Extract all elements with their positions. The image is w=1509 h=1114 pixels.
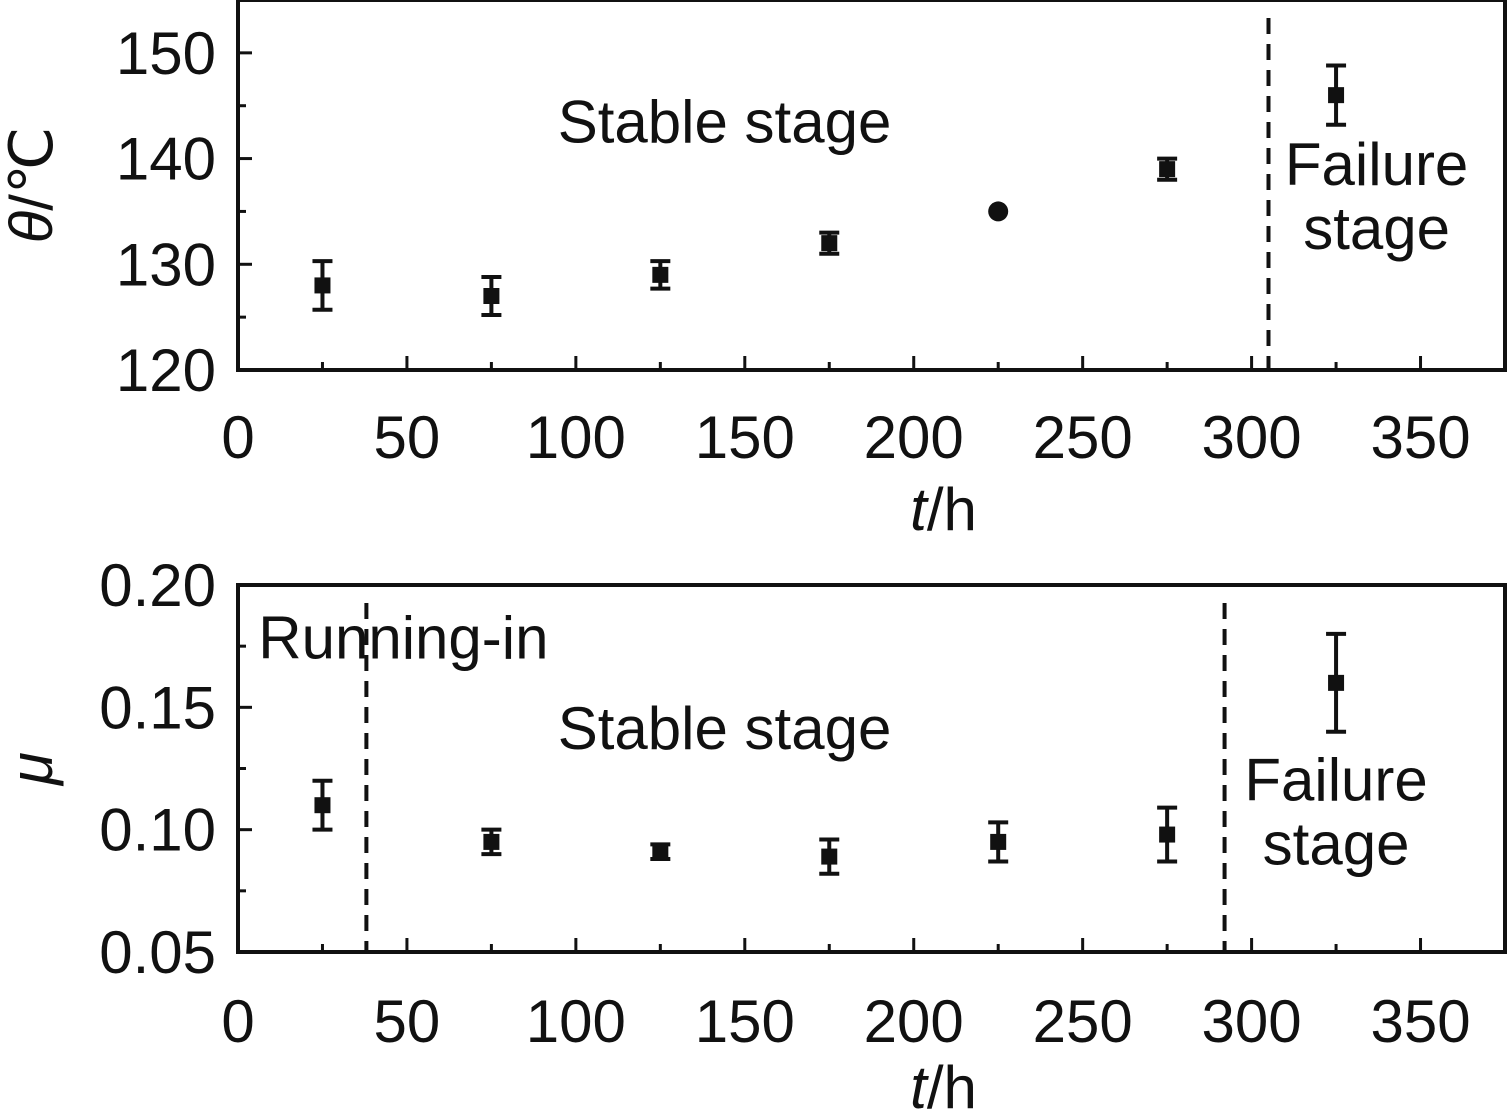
data-point [1157, 805, 1178, 864]
point-marker [652, 843, 669, 860]
y-tick-label: 0.10 [99, 797, 216, 864]
point-marker [1159, 826, 1176, 843]
stage-annotation-line: Stable stage [558, 89, 892, 156]
x-tick-label: 50 [374, 404, 441, 471]
x-tick-label: 150 [695, 404, 795, 471]
x-tick-label: 100 [526, 988, 626, 1055]
x-tick-label: 100 [526, 404, 626, 471]
y-tick-label: 0.05 [99, 919, 216, 986]
y-axis-title: μ [0, 752, 65, 787]
x-tick-label: 150 [695, 988, 795, 1055]
point-marker [988, 201, 1009, 222]
data-point [1326, 63, 1347, 127]
y-tick-label: 130 [116, 231, 216, 298]
data-point [312, 259, 333, 312]
point-marker [483, 288, 500, 304]
stage-annotation-line: Running-in [258, 604, 548, 671]
x-tick-label: 250 [1033, 988, 1133, 1055]
x-axis-title: t/h [910, 476, 977, 543]
plot-frame [236, 0, 1507, 372]
stage-annotation: Failure stage [1244, 746, 1427, 877]
x-tick-label: 250 [1033, 404, 1133, 471]
point-marker [1328, 87, 1345, 104]
y-axis-variable: θ [0, 210, 65, 243]
x-tick-label: 0 [221, 404, 254, 471]
data-point [481, 827, 502, 857]
stage-annotation-line: Stable stage [558, 695, 892, 762]
y-axis-variable: μ [0, 752, 65, 787]
x-tick-label: 300 [1202, 404, 1302, 471]
x-tick-label: 350 [1370, 404, 1470, 471]
point-marker [1328, 674, 1345, 691]
stage-annotation: Running-in [258, 604, 548, 671]
stage-annotation-line: stage [1263, 810, 1410, 877]
point-marker [1159, 161, 1176, 178]
point-marker [314, 797, 331, 814]
y-axis-title: θ/℃ [0, 127, 65, 244]
stage-annotation: Failure stage [1285, 131, 1468, 262]
y-tick-label: 140 [116, 126, 216, 193]
x-tick-label: 50 [374, 988, 441, 1055]
data-point [819, 837, 840, 876]
stage-annotation-line: Failure [1285, 131, 1468, 198]
data-point [481, 274, 502, 318]
data-point [650, 259, 671, 291]
x-axis-unit: /h [927, 1054, 977, 1114]
friction-panel: 0 50 100 150 200 250 300 350 0.05 0.10 0.15 0.20 t/h… [0, 552, 1507, 1114]
y-tick-label: 0.15 [99, 674, 216, 741]
data-point [312, 778, 333, 832]
x-axis-variable: t [910, 476, 929, 543]
x-tick-label: 200 [864, 404, 964, 471]
stage-annotation: Stable stage [558, 695, 892, 762]
data-point [819, 230, 840, 256]
x-tick-label: 200 [864, 988, 964, 1055]
stage-annotation: Stable stage [558, 89, 892, 156]
x-axis-unit: /h [927, 476, 977, 543]
point-marker [652, 266, 669, 283]
data-point [1157, 156, 1178, 182]
data-point [1326, 631, 1347, 734]
y-tick-label: 120 [116, 337, 216, 404]
x-tick-label: 300 [1202, 988, 1302, 1055]
point-marker [314, 277, 331, 294]
x-axis-title: t/h [910, 1054, 977, 1114]
data-point [650, 842, 671, 862]
y-tick-label: 0.20 [99, 552, 216, 619]
x-axis-variable: t [910, 1054, 929, 1114]
point-marker [990, 833, 1007, 850]
y-axis-unit: /℃ [0, 127, 65, 211]
point-marker [821, 235, 838, 252]
point-marker [483, 833, 500, 850]
stage-annotation-line: stage [1303, 195, 1450, 262]
data-point [988, 201, 1009, 222]
data-point [988, 820, 1009, 864]
x-tick-label: 0 [221, 988, 254, 1055]
y-tick-label: 150 [116, 20, 216, 87]
stage-annotation-line: Failure [1244, 746, 1427, 813]
point-marker [821, 848, 838, 865]
x-tick-label: 350 [1370, 988, 1470, 1055]
temperature-panel: 0 50 100 150 200 250 300 350 120 130 140 150 t/h θ/℃ S… [0, 0, 1507, 543]
